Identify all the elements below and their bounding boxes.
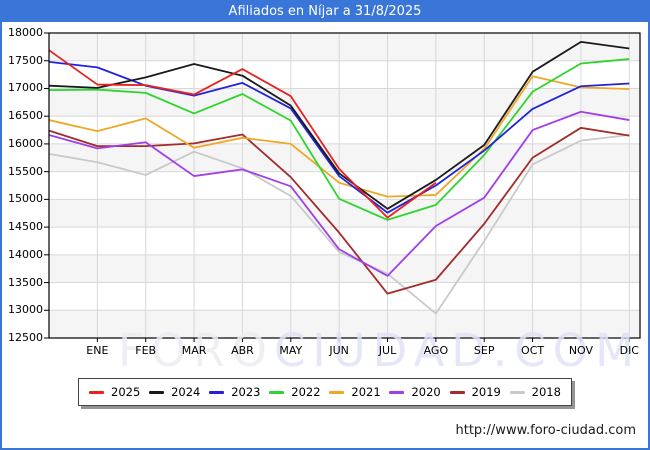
plot-band [49, 310, 640, 338]
legend-label-2020: 2020 [411, 385, 441, 399]
chart-legend: 2025 2024 2023 2022 2021 2020 2019 2018 [78, 378, 572, 406]
series-line-2025 [48, 49, 437, 219]
plot-band [49, 116, 640, 144]
legend-swatch-2021 [329, 390, 345, 394]
page-title: Afiliados en Níjar a 31/8/2025 [228, 4, 422, 19]
series-line-2018 [48, 134, 630, 315]
plot-band [49, 254, 640, 283]
x-axis-label-ago: AGO [423, 344, 449, 357]
series-line-2021 [48, 75, 630, 198]
plot-band [49, 199, 640, 228]
legend-item-2024: 2024 [149, 385, 200, 399]
legend-label-2023: 2023 [231, 385, 261, 399]
x-axis-label-nov: NOV [568, 344, 594, 357]
legend-swatch-2023 [209, 390, 225, 394]
x-axis-label-oct: OCT [521, 344, 545, 357]
series-line-2024 [48, 40, 630, 210]
legend-item-2020: 2020 [389, 385, 441, 399]
legend-label-2022: 2022 [291, 385, 321, 399]
legend-label-2019: 2019 [471, 385, 501, 399]
legend-item-2025: 2025 [89, 385, 140, 399]
y-axis-label: 15000 [8, 192, 43, 206]
y-axis-label: 17500 [8, 53, 43, 67]
legend-item-2022: 2022 [269, 385, 321, 399]
chart-title-bar: Afiliados en Níjar a 31/8/2025 [2, 2, 648, 22]
legend-label-2021: 2021 [351, 385, 381, 399]
y-axis-label: 16500 [8, 109, 43, 123]
x-axis-label-may: MAY [279, 344, 303, 357]
legend-item-2023: 2023 [209, 385, 260, 399]
legend-swatch-2019 [449, 390, 465, 394]
y-axis-label: 13500 [8, 275, 43, 289]
plot-band [49, 143, 640, 172]
legend-swatch-2024 [149, 390, 165, 394]
series-line-2022 [48, 58, 630, 221]
x-axis-label-dic: DIC [619, 344, 639, 357]
y-axis-label: 18000 [8, 26, 43, 39]
plot-band [49, 282, 640, 311]
legend-item-2021: 2021 [329, 385, 381, 399]
x-axis-label-feb: FEB [135, 344, 157, 357]
plot-band [49, 171, 640, 200]
legend-swatch-2025 [89, 390, 104, 394]
x-axis-label-sep: SEP [473, 344, 495, 357]
series-line-2019 [48, 126, 630, 295]
x-axis-label-jul: JUL [378, 344, 397, 357]
legend-swatch-2022 [269, 390, 285, 394]
y-axis-label: 16000 [8, 136, 43, 150]
x-axis-label-mar: MAR [181, 344, 207, 357]
x-axis-label-ene: ENE [86, 344, 109, 357]
plot-band [49, 227, 640, 255]
x-axis-label-abr: ABR [231, 344, 254, 357]
foro-ciudad-link[interactable]: http://www.foro-ciudad.com [455, 423, 636, 438]
legend-item-2019: 2019 [449, 385, 501, 399]
plot-band [49, 33, 640, 61]
legend-label-2025: 2025 [111, 385, 141, 399]
legend-label-2024: 2024 [171, 385, 201, 399]
y-axis-label: 17000 [8, 81, 43, 95]
legend-swatch-2018 [509, 390, 525, 394]
y-axis-label: 14000 [8, 247, 43, 261]
legend-item-2018: 2018 [509, 385, 561, 399]
y-axis-label: 15500 [8, 164, 43, 178]
y-axis-label: 13000 [8, 303, 43, 317]
y-axis-label: 12500 [8, 331, 43, 344]
series-line-2020 [48, 110, 630, 277]
x-axis-label-jun: JUN [329, 344, 349, 357]
legend-label-2018: 2018 [531, 385, 561, 399]
legend-swatch-2020 [389, 390, 405, 394]
y-axis-label: 14500 [8, 220, 43, 234]
plot-border [48, 32, 641, 339]
